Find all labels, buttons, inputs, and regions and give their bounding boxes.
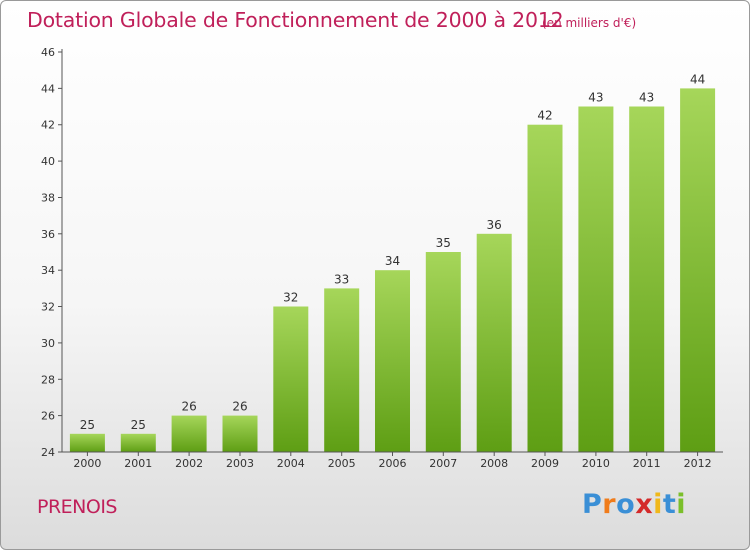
- y-tick-label-36: 36: [41, 228, 55, 241]
- axes-layer: 2000 2001 2002 2003 2004 2005 2006 2007 2008 2009…: [41, 46, 723, 470]
- bar-2001: [120, 433, 156, 452]
- y-tick-label-44: 44: [41, 82, 55, 95]
- x-tick-label-2008: 2008: [480, 457, 508, 470]
- bar-2011: [629, 106, 665, 452]
- y-tick-label-46: 46: [41, 46, 55, 59]
- bar-2003: [222, 415, 258, 452]
- data-label-2009: 42: [537, 109, 552, 123]
- y-tick-label-38: 38: [41, 192, 55, 205]
- data-label-2003: 26: [232, 400, 247, 414]
- bar-2009: [527, 124, 563, 452]
- data-label-2006: 34: [385, 254, 400, 268]
- data-label-2010: 43: [588, 91, 603, 105]
- bar-2012: [680, 88, 716, 453]
- y-tick-label-24: 24: [41, 446, 55, 459]
- y-tick-label-40: 40: [41, 155, 55, 168]
- data-label-2008: 36: [487, 218, 502, 232]
- y-tick-label-30: 30: [41, 337, 55, 350]
- data-label-2005: 33: [334, 272, 349, 286]
- y-tick-label-34: 34: [41, 264, 55, 277]
- logo-letter: o: [616, 489, 636, 520]
- bar-2010: [578, 106, 614, 452]
- x-tick-label-2003: 2003: [226, 457, 254, 470]
- data-label-2004: 32: [283, 291, 298, 305]
- bars-layer: 25 25 26 26 32 33 34 35 36 42 43 43 44: [69, 72, 716, 453]
- logo-letter: t: [662, 489, 677, 520]
- bar-2004: [273, 306, 309, 452]
- bar-2006: [375, 270, 410, 452]
- x-tick-label-2000: 2000: [73, 457, 101, 470]
- y-tick-label-42: 42: [41, 119, 55, 132]
- x-tick-label-2005: 2005: [328, 457, 356, 470]
- y-tick-label-28: 28: [41, 373, 55, 386]
- proxiti-logo[interactable]: Proxiti: [582, 489, 686, 520]
- bar-2002: [171, 415, 207, 452]
- x-tick-label-2006: 2006: [379, 457, 407, 470]
- x-tick-label-2004: 2004: [277, 457, 305, 470]
- bar-2007: [425, 252, 461, 452]
- logo-letter: P: [582, 489, 603, 520]
- chart-title: Dotation Globale de Fonctionnement de 20…: [27, 8, 564, 32]
- x-tick-label-2009: 2009: [531, 457, 559, 470]
- logo-letter: i: [676, 489, 687, 520]
- x-tick-label-2012: 2012: [684, 457, 712, 470]
- x-tick-label-2007: 2007: [429, 457, 457, 470]
- data-label-2012: 44: [690, 72, 705, 86]
- x-tick-label-2002: 2002: [175, 457, 203, 470]
- data-label-2011: 43: [639, 91, 654, 105]
- y-tick-label-26: 26: [41, 410, 55, 423]
- data-label-2007: 35: [436, 236, 451, 250]
- x-tick-label-2011: 2011: [633, 457, 661, 470]
- bar-2005: [324, 288, 360, 452]
- x-tick-label-2010: 2010: [582, 457, 610, 470]
- chart-subtitle: (en milliers d'€): [542, 16, 637, 30]
- bar-2008: [476, 233, 512, 452]
- logo-letter: r: [602, 489, 617, 520]
- logo-letter: x: [635, 489, 654, 520]
- data-label-2002: 26: [181, 400, 196, 414]
- x-tick-label-2001: 2001: [124, 457, 152, 470]
- data-label-2001: 25: [131, 418, 146, 432]
- logo-letter: i: [653, 489, 663, 520]
- y-tick-label-32: 32: [41, 301, 55, 314]
- bar-2000: [69, 433, 105, 452]
- data-label-2000: 25: [80, 418, 95, 432]
- town-name: PRENOIS: [37, 496, 118, 518]
